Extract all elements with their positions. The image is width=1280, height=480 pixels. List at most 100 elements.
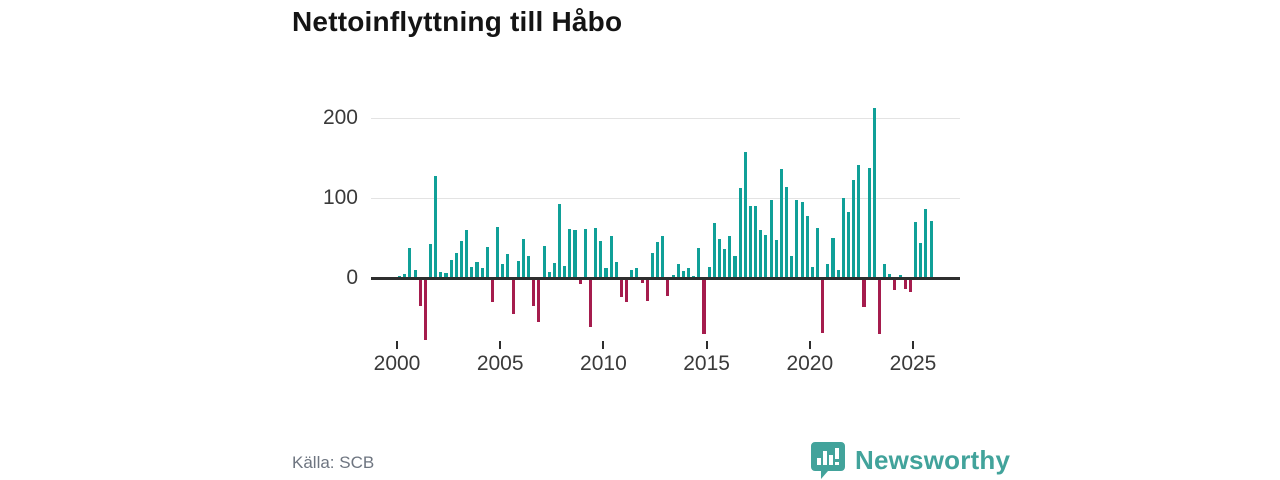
bar-quarter — [428, 244, 433, 278]
bar-quarter — [702, 280, 706, 334]
bar-quarter — [738, 187, 742, 278]
x-axis-label-2025: 2025 — [889, 352, 937, 375]
x-axis-tick-2015 — [705, 341, 708, 349]
bar-quarter — [403, 274, 407, 278]
bar-quarter — [475, 262, 479, 278]
bar-quarter — [563, 266, 567, 278]
x-axis-label-2005: 2005 — [476, 352, 524, 375]
x-axis-label-2020: 2020 — [786, 352, 834, 375]
bar-quarter — [625, 280, 629, 303]
bar-quarter — [846, 212, 851, 278]
bar-quarter — [888, 274, 892, 278]
gridline-y-200 — [371, 118, 960, 119]
bar-quarter — [594, 228, 598, 278]
bar-quarter — [836, 270, 840, 278]
bar-quarter — [470, 266, 474, 278]
bar-quarter — [444, 273, 448, 278]
bar-quarter — [924, 209, 928, 278]
bar-quarter — [862, 280, 866, 308]
x-axis-tick-2020 — [808, 341, 811, 349]
bar-quarter — [645, 280, 649, 301]
bar-quarter — [774, 239, 778, 278]
y-axis-label-200: 200 — [322, 106, 358, 129]
source-caption: Källa: SCB — [292, 453, 375, 472]
bar-quarter — [480, 268, 484, 278]
bar-quarter — [810, 266, 814, 278]
bar-quarter — [743, 152, 747, 278]
bar-quarter — [754, 206, 758, 278]
gridline-y-100 — [371, 198, 960, 199]
page-title: Nettoinflyttning till Håbo — [292, 6, 623, 37]
bar-quarter — [490, 280, 495, 302]
bar-quarter — [779, 169, 783, 278]
bar-quarter — [914, 222, 918, 278]
bar-quarter — [681, 270, 685, 278]
bar-quarter — [568, 229, 572, 278]
bar-quarter — [511, 280, 515, 315]
bar-quarter — [418, 280, 422, 306]
bar-quarter — [821, 280, 825, 333]
bar-quarter — [485, 246, 489, 278]
bar-quarter — [583, 229, 587, 278]
bar-quarter — [588, 280, 593, 328]
bar-quarter — [877, 280, 882, 335]
bar-quarter — [717, 238, 722, 278]
bar-quarter — [733, 255, 737, 278]
y-axis-label-100: 100 — [322, 186, 358, 209]
bar-quarter — [573, 230, 577, 278]
x-axis-label-2015: 2015 — [683, 352, 730, 375]
brand-name: Newsworthy — [855, 444, 1011, 475]
bar-quarter — [506, 254, 510, 278]
bar-quarter — [496, 226, 500, 278]
bar-quarter — [919, 242, 923, 278]
bar-quarter — [454, 253, 458, 278]
bar-quarter — [883, 263, 887, 278]
speech-bubble-bar-chart-icon — [811, 442, 845, 479]
bar-quarter — [527, 256, 531, 278]
bar-quarter — [614, 262, 618, 278]
bar-quarter — [805, 216, 809, 278]
bar-quarter — [686, 268, 691, 278]
bar-quarter — [893, 280, 897, 291]
bar-quarter — [764, 234, 768, 278]
bar-quarter — [532, 280, 536, 306]
bar-quarter — [800, 202, 804, 278]
bar-quarter — [434, 175, 438, 278]
bar-quarter — [908, 280, 912, 292]
bar-quarter — [898, 274, 902, 278]
bar-quarter — [666, 280, 670, 296]
bar-quarter — [557, 203, 562, 278]
bar-quarter — [841, 198, 845, 278]
bar-quarter — [599, 241, 603, 278]
bar-quarter — [423, 280, 427, 340]
bar-quarter — [413, 270, 417, 278]
bar-quarter — [542, 246, 546, 278]
bar-quarter — [852, 179, 856, 278]
bar-quarter — [552, 262, 556, 278]
bar-quarter — [439, 272, 443, 278]
bar-quarter — [723, 249, 727, 278]
bar-quarter — [785, 186, 789, 278]
bar-quarter — [929, 221, 933, 278]
bar-quarter — [697, 247, 701, 278]
bar-quarter — [408, 248, 412, 278]
bar-quarter — [650, 253, 654, 278]
bar-quarter — [661, 235, 665, 278]
bar-quarter — [712, 222, 716, 278]
bar-quarter — [748, 206, 753, 278]
bar-quarter — [867, 168, 871, 278]
bar-quarter — [619, 280, 624, 297]
bar-quarter — [578, 280, 582, 284]
bar-quarter — [676, 263, 680, 278]
bar-quarter — [521, 238, 525, 278]
brand-logo: Newsworthy — [810, 441, 1010, 479]
bar-quarter — [609, 236, 613, 278]
bar-quarter — [826, 263, 830, 278]
bar-quarter — [547, 271, 551, 278]
x-axis-tick-2005 — [499, 341, 502, 349]
bar-quarter — [831, 238, 835, 278]
bar-quarter — [537, 280, 541, 322]
y-axis-label-0: 0 — [346, 266, 358, 289]
